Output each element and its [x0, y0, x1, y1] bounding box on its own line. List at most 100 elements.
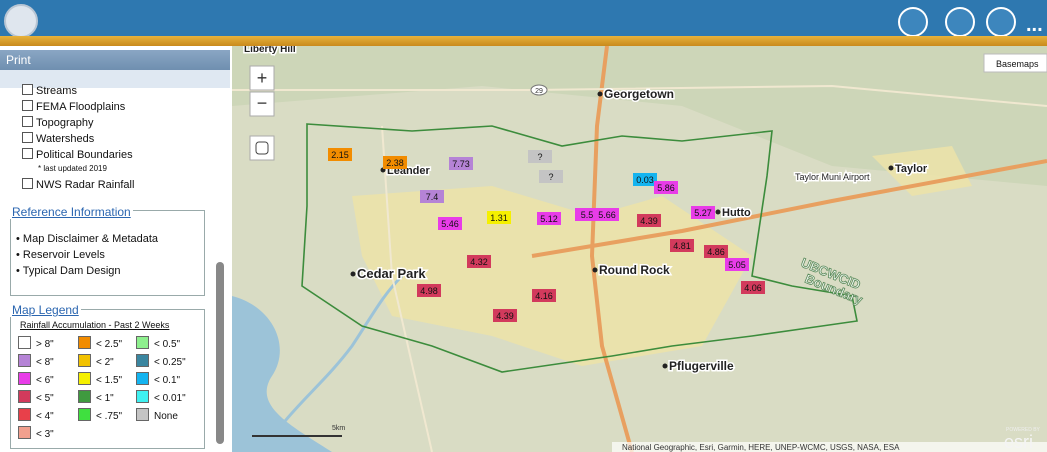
rainfall-marker[interactable]: [438, 217, 462, 230]
layer-item[interactable]: Political Boundaries: [22, 148, 133, 161]
terrain: [232, 46, 1047, 186]
place-label: Hutto: [722, 207, 751, 219]
rainfall-value: 1.31: [490, 213, 508, 223]
rainfall-marker[interactable]: [487, 211, 511, 224]
zoom-out-button[interactable]: [249, 91, 275, 117]
legend-item: < 2": [78, 354, 114, 368]
home-extent-button[interactable]: [249, 135, 275, 161]
legend-item-text: > 8": [36, 339, 54, 350]
legend-item: < 1.5": [78, 372, 122, 386]
place-dot: [350, 271, 356, 277]
checkbox[interactable]: [22, 116, 33, 127]
reference-item[interactable]: • Reservoir Levels: [16, 249, 105, 261]
place-dot: [597, 91, 603, 97]
place-dot: [888, 165, 894, 171]
globe-button[interactable]: [945, 7, 975, 37]
legend-item: < 1": [78, 390, 114, 404]
rainfall-marker[interactable]: [637, 214, 661, 227]
legend-item-text: None: [154, 411, 178, 422]
home-extent-icon: [255, 141, 269, 155]
rainfall-marker[interactable]: [741, 281, 765, 294]
legend-item: > 8": [18, 336, 54, 350]
legend-item-text: < 6": [36, 375, 54, 386]
zoom-in-button[interactable]: [249, 65, 275, 91]
reference-title[interactable]: Reference Information: [10, 205, 133, 219]
checkbox[interactable]: [22, 100, 33, 111]
reference-item[interactable]: • Typical Dam Design: [16, 265, 121, 277]
rainfall-value: ?: [548, 172, 553, 182]
legend-swatch: [136, 372, 149, 385]
checkbox[interactable]: [22, 84, 33, 95]
attribution-bg: [612, 442, 1047, 452]
layer-item[interactable]: Watersheds: [22, 132, 94, 145]
rainfall-marker[interactable]: [691, 206, 715, 219]
reference-item-text: Typical Dam Design: [22, 265, 121, 277]
zoom-out-label[interactable]: −: [257, 93, 268, 113]
rainfall-value: 5.12: [540, 214, 558, 224]
layer-item[interactable]: NWS Radar Rainfall: [22, 178, 134, 191]
legend-item: < .75": [78, 408, 122, 422]
checkbox[interactable]: [22, 148, 33, 159]
layer-item-text: Topography: [36, 117, 94, 129]
basemaps-label[interactable]: Basemaps: [996, 59, 1039, 69]
home-button[interactable]: [898, 7, 928, 37]
legend-item-text: < 0.25": [154, 357, 186, 368]
rainfall-value: 0.03: [636, 175, 654, 185]
checkbox[interactable]: [22, 178, 33, 189]
legend-item: < 4": [18, 408, 54, 422]
rainfall-value: ?: [537, 152, 542, 162]
rainfall-marker[interactable]: [328, 148, 352, 161]
logo[interactable]: [4, 4, 38, 38]
place-dot: [715, 209, 721, 215]
rainfall-marker[interactable]: [420, 190, 444, 203]
legend-item-text: < .75": [96, 411, 123, 422]
reference-item[interactable]: • Map Disclaimer & Metadata: [16, 233, 159, 245]
legend-swatch: [136, 354, 149, 367]
rainfall-marker[interactable]: [595, 208, 619, 221]
layer-item[interactable]: FEMA Floodplains: [22, 100, 125, 113]
rainfall-marker[interactable]: [383, 156, 407, 169]
basemaps-button[interactable]: [983, 53, 1047, 73]
legend-item-text: < 1": [96, 393, 114, 404]
layer-item[interactable]: Topography: [22, 116, 94, 129]
legend-swatch: [18, 336, 31, 349]
rainfall-value: 5.05: [728, 260, 746, 270]
rainfall-marker[interactable]: [704, 245, 728, 258]
checkbox[interactable]: [22, 132, 33, 143]
legend-swatch: [136, 408, 149, 421]
rainfall-marker[interactable]: [449, 157, 473, 170]
rainfall-marker[interactable]: [417, 284, 441, 297]
layer-item[interactable]: Streams: [22, 84, 77, 97]
legend-item: < 0.01": [136, 390, 186, 404]
rainfall-marker[interactable]: [654, 181, 678, 194]
legend-swatch: [78, 408, 91, 421]
layer-note-text: * last updated 2019: [38, 164, 107, 173]
rainfall-marker[interactable]: [670, 239, 694, 252]
rainfall-value: 5.46: [441, 219, 459, 229]
legend-item: < 3": [18, 426, 54, 440]
legend-item-text: < 4": [36, 411, 54, 422]
rainfall-marker[interactable]: [532, 289, 556, 302]
rainfall-marker[interactable]: [539, 170, 563, 183]
search-button[interactable]: [986, 7, 1016, 37]
rainfall-marker[interactable]: [537, 212, 561, 225]
legend-swatch: [18, 372, 31, 385]
zoom-in-label[interactable]: +: [257, 68, 268, 88]
legend-item: < 5": [18, 390, 54, 404]
scrollbar[interactable]: [216, 262, 224, 444]
rainfall-marker[interactable]: [493, 309, 517, 322]
more-menu[interactable]: ...: [1026, 14, 1043, 36]
rainfall-marker[interactable]: [467, 255, 491, 268]
rainfall-marker[interactable]: [633, 173, 657, 186]
rainfall-marker[interactable]: [528, 150, 552, 163]
esri-logo: esri: [1004, 432, 1033, 452]
highway-shield: [530, 84, 548, 96]
layer-item-text: FEMA Floodplains: [36, 101, 126, 113]
print-tab[interactable]: Print: [0, 50, 230, 70]
rainfall-marker[interactable]: [725, 258, 749, 271]
rainfall-marker[interactable]: [575, 208, 599, 221]
legend-title[interactable]: Map Legend: [10, 303, 81, 317]
district-boundary: [301, 123, 858, 373]
